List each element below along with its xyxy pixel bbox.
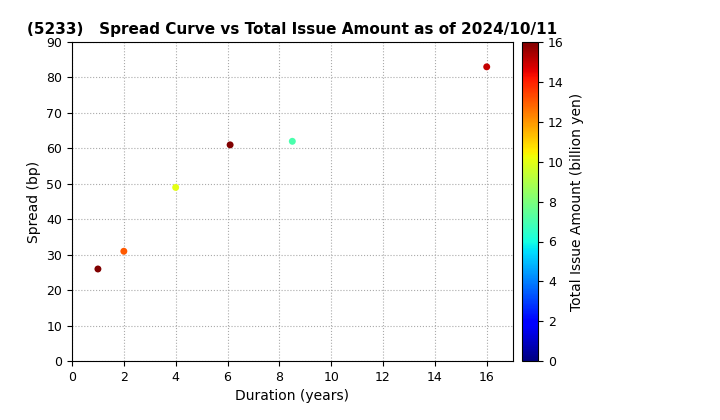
Y-axis label: Spread (bp): Spread (bp) [27, 160, 41, 243]
X-axis label: Duration (years): Duration (years) [235, 389, 349, 404]
Title: (5233)   Spread Curve vs Total Issue Amount as of 2024/10/11: (5233) Spread Curve vs Total Issue Amoun… [27, 22, 557, 37]
Point [118, 248, 130, 255]
Point [481, 63, 492, 70]
Point [170, 184, 181, 191]
Y-axis label: Total Issue Amount (billion yen): Total Issue Amount (billion yen) [570, 92, 583, 311]
Point [287, 138, 298, 144]
Point [92, 265, 104, 272]
Point [225, 142, 236, 148]
